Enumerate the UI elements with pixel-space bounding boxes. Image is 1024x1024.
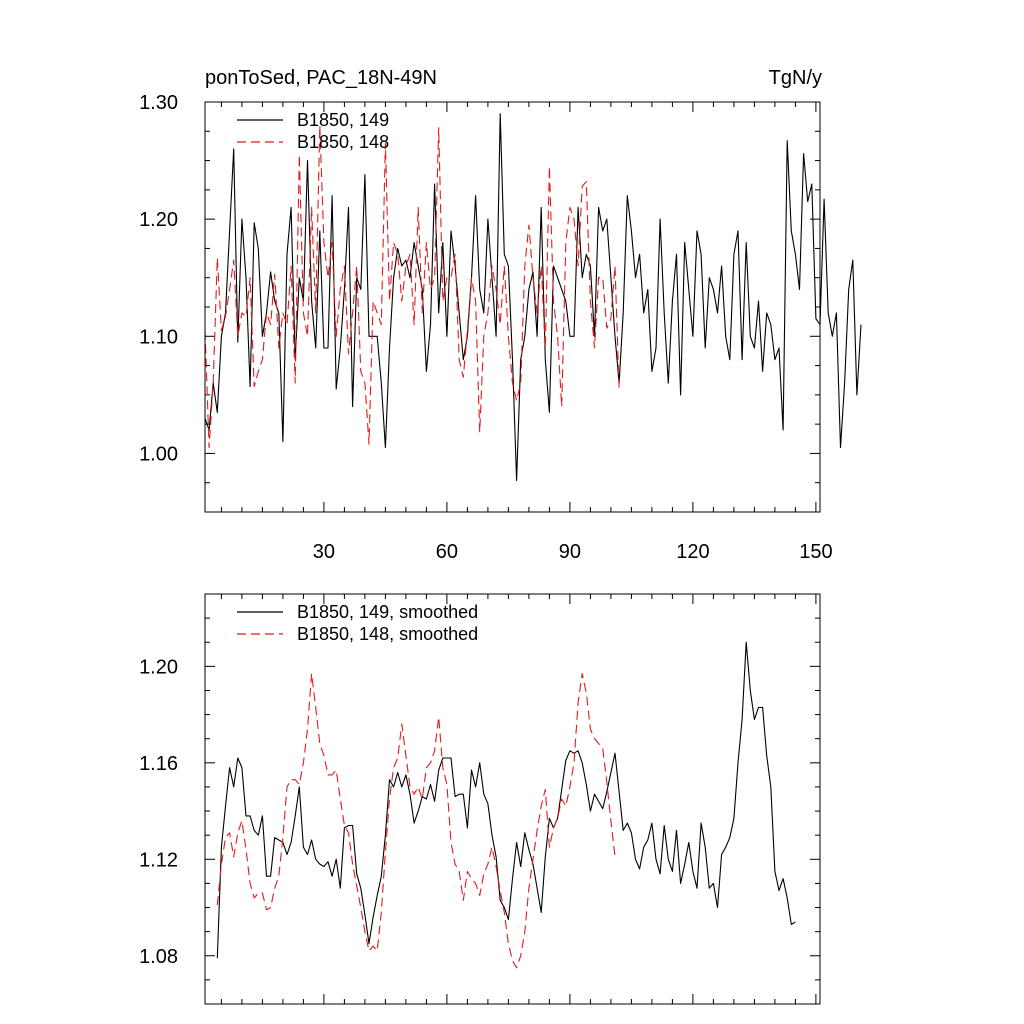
bottom-plot-frame <box>204 593 821 1005</box>
x-tick-label: 30 <box>313 541 335 563</box>
top-plot-frame <box>204 101 821 513</box>
legend-label-148-smoothed: B1850, 148, smoothed <box>297 624 478 644</box>
x-tick-label: 60 <box>436 541 458 563</box>
y-tick-label: 1.00 <box>139 443 178 465</box>
legend-label-149: B1850, 149 <box>297 110 389 130</box>
top-series-group <box>204 113 862 481</box>
y-tick-label: 1.30 <box>139 92 178 114</box>
y-tick-label: 1.10 <box>139 326 178 348</box>
bottom-panel: 1.08 1.12 1.16 1.20 B1850, 149, smoothed B1… <box>139 593 821 1005</box>
bottom-series-group <box>216 641 796 969</box>
legend-label-148: B1850, 148 <box>297 132 389 152</box>
x-tick-label: 150 <box>799 541 832 563</box>
chart-title: ponToSed, PAC_18N-49N <box>205 67 437 89</box>
top-axes: 30 60 90 120 150 1.00 1.10 1.20 1.30 <box>139 92 833 563</box>
x-tick-label: 120 <box>676 541 709 563</box>
top-panel: ponToSed, PAC_18N-49N TgN/y 30 60 90 120 150… <box>139 67 862 563</box>
y-tick-label: 1.20 <box>139 209 178 231</box>
series-line-149-smoothed <box>216 641 796 959</box>
series-line-148 <box>204 124 620 449</box>
legend-label-149-smoothed: B1850, 149, smoothed <box>297 602 478 622</box>
bottom-legend: B1850, 149, smoothed B1850, 148, smoothe… <box>237 602 478 644</box>
bottom-axes: 1.08 1.12 1.16 1.20 <box>139 593 820 1005</box>
series-line-148-smoothed <box>216 673 616 969</box>
top-legend: B1850, 149 B1850, 148 <box>237 110 389 152</box>
y-tick-label: 1.12 <box>139 849 178 871</box>
y-tick-label: 1.08 <box>139 946 178 968</box>
x-tick-label: 90 <box>559 541 581 563</box>
units-label: TgN/y <box>769 67 822 89</box>
y-tick-label: 1.16 <box>139 753 178 775</box>
y-tick-label: 1.20 <box>139 656 178 678</box>
